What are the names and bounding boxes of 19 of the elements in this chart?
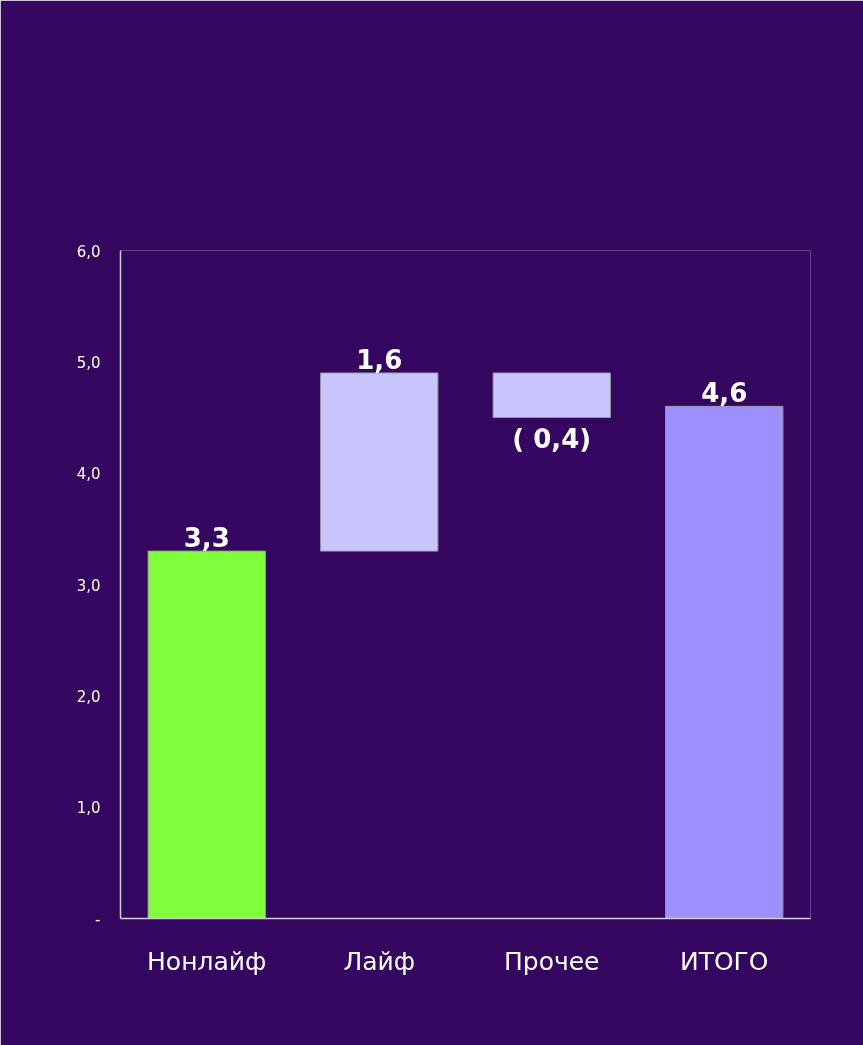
bar [147, 550, 266, 919]
x-tick-label: Лайф [343, 946, 416, 976]
data-label: 3,3 [183, 522, 230, 553]
y-tick-label: 1,0 [76, 799, 101, 818]
x-tick-label: ИТОГО [679, 946, 769, 976]
data-label: 1,6 [356, 344, 403, 375]
x-tick-label: Прочее [504, 946, 600, 976]
y-tick-label: 4,0 [76, 465, 101, 484]
bar [320, 372, 439, 552]
data-label: 4,6 [701, 377, 748, 408]
y-tick-label: 6,0 [76, 242, 101, 261]
y-tick-label: - [95, 910, 101, 929]
y-tick-label: 5,0 [76, 353, 101, 372]
x-tick-label: Нонлайф [147, 946, 267, 976]
y-tick-label: 2,0 [76, 687, 101, 706]
bar [492, 372, 611, 418]
bar [665, 405, 784, 919]
y-tick-label: 3,0 [76, 576, 101, 595]
data-label: ( 0,4) [512, 424, 592, 455]
